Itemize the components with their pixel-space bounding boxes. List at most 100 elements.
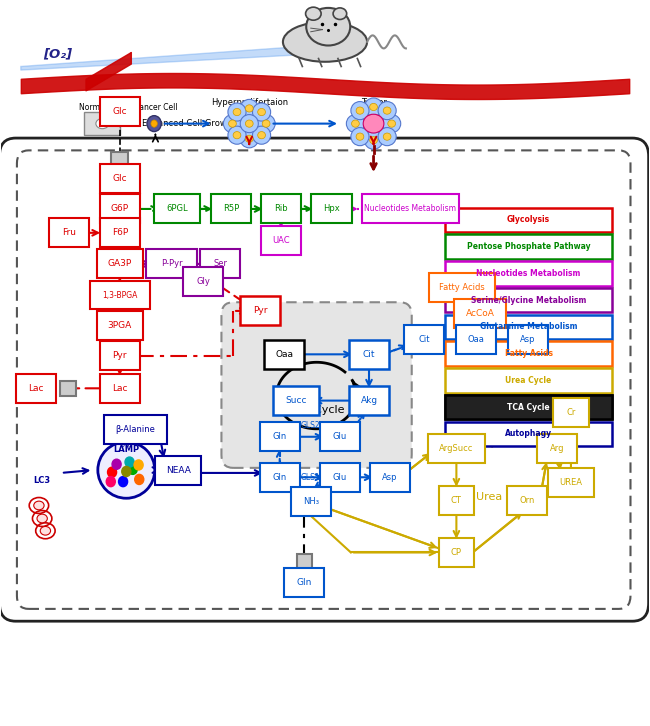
Ellipse shape (351, 128, 369, 146)
Text: GA3P: GA3P (108, 259, 132, 269)
Text: GLS1: GLS1 (300, 473, 320, 482)
Ellipse shape (34, 501, 44, 510)
FancyBboxPatch shape (99, 195, 140, 224)
Text: 3PGA: 3PGA (108, 321, 132, 330)
Ellipse shape (365, 98, 383, 116)
FancyBboxPatch shape (537, 434, 577, 462)
FancyBboxPatch shape (428, 434, 485, 462)
Circle shape (118, 476, 127, 486)
FancyBboxPatch shape (49, 219, 90, 248)
Text: Normal Cell: Normal Cell (79, 103, 124, 113)
Text: ArgSucc: ArgSucc (439, 444, 474, 453)
Ellipse shape (252, 126, 270, 144)
FancyBboxPatch shape (404, 325, 444, 354)
Ellipse shape (37, 514, 47, 523)
FancyBboxPatch shape (445, 341, 612, 366)
FancyBboxPatch shape (454, 299, 506, 328)
Text: Gly: Gly (196, 277, 210, 286)
Ellipse shape (229, 120, 237, 127)
Ellipse shape (246, 105, 253, 112)
FancyBboxPatch shape (553, 398, 589, 427)
Text: Lac: Lac (28, 384, 44, 393)
FancyBboxPatch shape (284, 568, 324, 597)
Ellipse shape (370, 120, 378, 127)
FancyBboxPatch shape (273, 386, 319, 415)
Ellipse shape (240, 130, 258, 148)
Text: R5P: R5P (223, 205, 239, 213)
Text: 7 Days: 7 Days (231, 134, 268, 144)
Text: Fatty Acids: Fatty Acids (439, 282, 485, 292)
Text: AcCoA: AcCoA (466, 309, 495, 318)
FancyBboxPatch shape (291, 487, 331, 516)
Ellipse shape (356, 133, 364, 140)
FancyBboxPatch shape (211, 195, 251, 224)
FancyBboxPatch shape (264, 340, 304, 369)
Text: Enhanced Cell Growth: Enhanced Cell Growth (142, 119, 236, 128)
Circle shape (107, 467, 116, 477)
FancyBboxPatch shape (99, 164, 140, 193)
Ellipse shape (378, 102, 396, 120)
Circle shape (106, 476, 115, 486)
FancyBboxPatch shape (103, 415, 167, 444)
Text: 9 Days: 9 Days (356, 134, 392, 144)
Text: Cr: Cr (566, 408, 576, 417)
Ellipse shape (151, 120, 157, 127)
Text: Glc: Glc (112, 174, 127, 183)
Ellipse shape (346, 115, 365, 133)
FancyBboxPatch shape (240, 296, 280, 325)
Text: Fatty Acids: Fatty Acids (504, 349, 552, 358)
Text: Oaa: Oaa (275, 350, 293, 359)
FancyBboxPatch shape (445, 422, 612, 446)
FancyBboxPatch shape (445, 261, 612, 285)
FancyBboxPatch shape (99, 97, 140, 126)
Text: Succ: Succ (285, 396, 307, 405)
Text: CT: CT (451, 496, 462, 505)
FancyBboxPatch shape (445, 314, 612, 339)
FancyBboxPatch shape (99, 219, 140, 248)
Ellipse shape (262, 120, 270, 127)
FancyBboxPatch shape (296, 554, 312, 571)
Ellipse shape (333, 8, 346, 20)
Ellipse shape (283, 22, 367, 62)
Text: Gln: Gln (296, 579, 312, 587)
Text: Cit: Cit (419, 335, 430, 344)
Text: UAC: UAC (272, 235, 290, 245)
Text: P-Pyr: P-Pyr (161, 259, 183, 269)
FancyBboxPatch shape (259, 423, 300, 452)
Text: Nucleotides Metabolism: Nucleotides Metabolism (365, 205, 456, 213)
Text: Gln: Gln (272, 473, 287, 482)
FancyBboxPatch shape (97, 250, 143, 278)
Text: G6P: G6P (111, 205, 129, 213)
Text: Glycolysis: Glycolysis (507, 216, 550, 224)
Text: Nucleotides Metabolism: Nucleotides Metabolism (476, 269, 580, 278)
FancyBboxPatch shape (349, 386, 389, 415)
Circle shape (125, 457, 134, 467)
FancyBboxPatch shape (222, 302, 411, 468)
Ellipse shape (240, 99, 258, 118)
Text: TCA Cycle: TCA Cycle (289, 405, 345, 415)
FancyBboxPatch shape (456, 325, 496, 354)
Ellipse shape (384, 107, 391, 114)
FancyBboxPatch shape (99, 341, 140, 370)
Ellipse shape (147, 115, 161, 131)
Ellipse shape (228, 103, 246, 121)
Text: Orn: Orn (519, 496, 534, 505)
Ellipse shape (306, 8, 350, 46)
Ellipse shape (246, 120, 253, 127)
Text: Glu: Glu (333, 432, 347, 441)
Text: LC3: LC3 (34, 476, 51, 485)
Ellipse shape (257, 131, 265, 139)
Text: Serine/Glycine Metabolism: Serine/Glycine Metabolism (471, 295, 586, 305)
Text: GLS2: GLS2 (300, 421, 320, 431)
Text: UREA: UREA (560, 478, 582, 487)
FancyBboxPatch shape (183, 267, 224, 295)
Text: Urea Cycle: Urea Cycle (476, 492, 536, 502)
FancyBboxPatch shape (445, 287, 612, 312)
Ellipse shape (240, 115, 258, 133)
Ellipse shape (365, 115, 383, 133)
FancyBboxPatch shape (349, 340, 389, 369)
FancyBboxPatch shape (155, 195, 200, 224)
Text: Arg: Arg (549, 444, 564, 453)
Ellipse shape (383, 115, 400, 133)
Text: LAMP: LAMP (113, 445, 139, 454)
